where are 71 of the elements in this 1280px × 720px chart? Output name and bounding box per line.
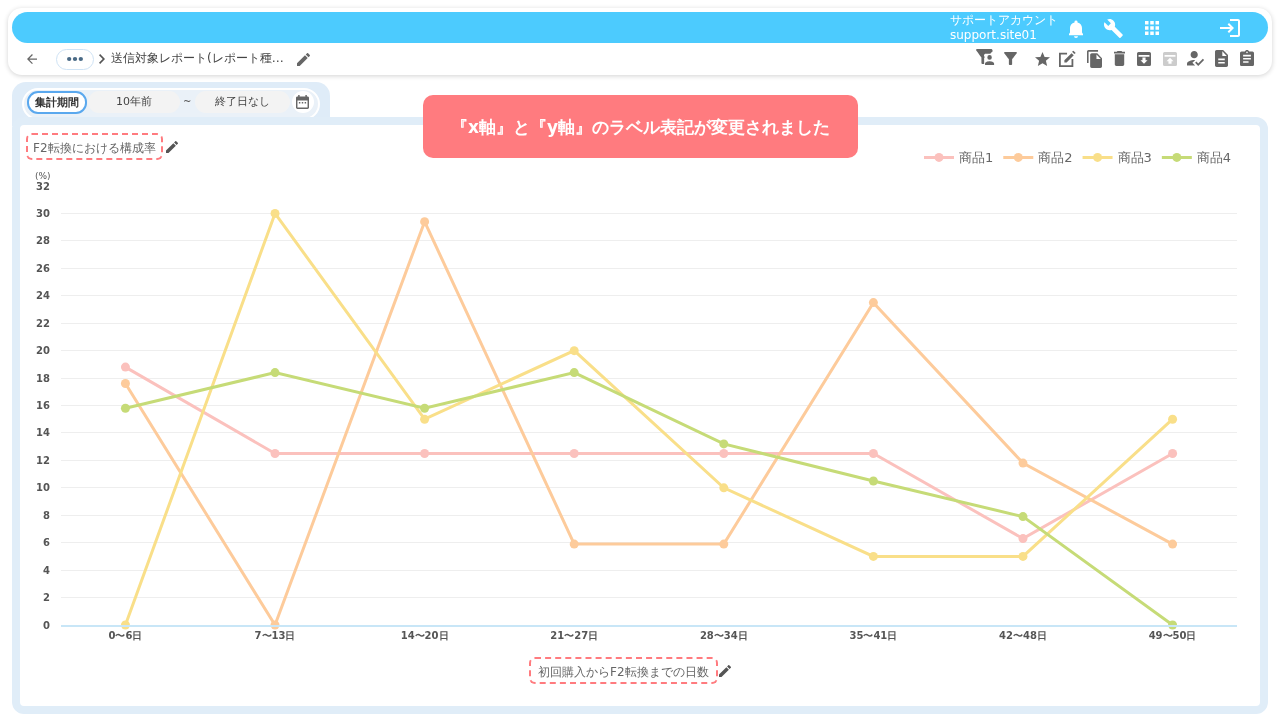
x-tick-label: 42〜48日 (999, 630, 1047, 641)
point (868, 551, 878, 561)
start-date-field: 10年前 (88, 91, 180, 113)
x-tick-label: 14〜20日 (400, 630, 449, 641)
point (420, 217, 430, 227)
point (1168, 539, 1178, 549)
text: support.site01 (950, 28, 1037, 42)
legend-label: 商品4 (1196, 150, 1232, 166)
text: 送信対象レポート(レポート種… (111, 51, 284, 66)
point (569, 539, 579, 549)
y-tick-label: 6 (43, 537, 51, 549)
x-tick-label: 35〜41日 (849, 630, 898, 641)
point (1018, 551, 1028, 561)
point (868, 449, 878, 459)
point (120, 362, 130, 372)
callout-box: 『x軸』と『y軸』のラベル表記が変更されました (423, 95, 858, 158)
point (420, 403, 430, 413)
point (120, 379, 130, 389)
text: ~ (183, 95, 192, 109)
point (270, 449, 280, 459)
point (569, 449, 579, 459)
point (420, 449, 430, 459)
period-button: 集計期間 (27, 91, 87, 114)
point (270, 208, 280, 218)
y-tick-label: 28 (36, 235, 51, 247)
point (1018, 534, 1028, 544)
x-tick-label: 21〜27日 (550, 630, 599, 641)
point (868, 476, 878, 486)
dashed-frame: F2転換における構成率 (26, 133, 163, 160)
legend-label: 商品2 (1038, 150, 1073, 166)
point (1168, 449, 1178, 459)
y-tick-label: 8 (43, 509, 51, 521)
point (569, 368, 579, 378)
y-tick-label: 24 (36, 290, 51, 302)
y-tick-label: 4 (43, 564, 51, 576)
legend-label: 商品1 (959, 150, 994, 166)
chart-title: F2転換における構成率 (33, 141, 156, 155)
x-tick-label: 49〜50日 (1148, 630, 1197, 641)
point (719, 539, 729, 549)
point (569, 346, 579, 356)
y-tick-label: 14 (36, 427, 51, 439)
y-tick-label: 22 (36, 317, 51, 329)
point (420, 414, 430, 424)
point (868, 298, 878, 308)
point (120, 403, 130, 413)
y-tick-label: 12 (36, 454, 51, 466)
point (719, 449, 729, 459)
point (270, 368, 280, 378)
dashed-frame: 初回購入からF2転換までの日数 (529, 657, 718, 684)
y-tick-label: 16 (36, 400, 51, 411)
point (719, 439, 729, 449)
point (1018, 458, 1028, 468)
legend-label: 商品3 (1117, 150, 1152, 166)
y-tick-label: 26 (36, 262, 51, 274)
point (719, 483, 729, 493)
end-date-field: 終了日なし (195, 91, 290, 113)
y-tick-label: 2 (43, 592, 51, 604)
point (1018, 512, 1028, 522)
y-tick-label: 18 (36, 372, 51, 384)
y-tick-label: 32 (36, 180, 51, 192)
point (1168, 414, 1178, 424)
y-tick-label: 30 (36, 207, 51, 219)
x-tick-label: 7〜13日 (254, 630, 296, 641)
x-tick-label: 0〜6日 (108, 630, 143, 641)
x-tick-label: 28〜34日 (699, 630, 748, 641)
text: サポートアカウント (950, 13, 1058, 27)
y-tick-label: 0 (43, 619, 51, 631)
y-tick-label: 10 (36, 482, 51, 494)
y-tick-label: 20 (36, 345, 51, 357)
y-axis-title: (%) (35, 171, 51, 181)
x-axis-title: 初回購入からF2転換までの日数 (538, 665, 709, 679)
